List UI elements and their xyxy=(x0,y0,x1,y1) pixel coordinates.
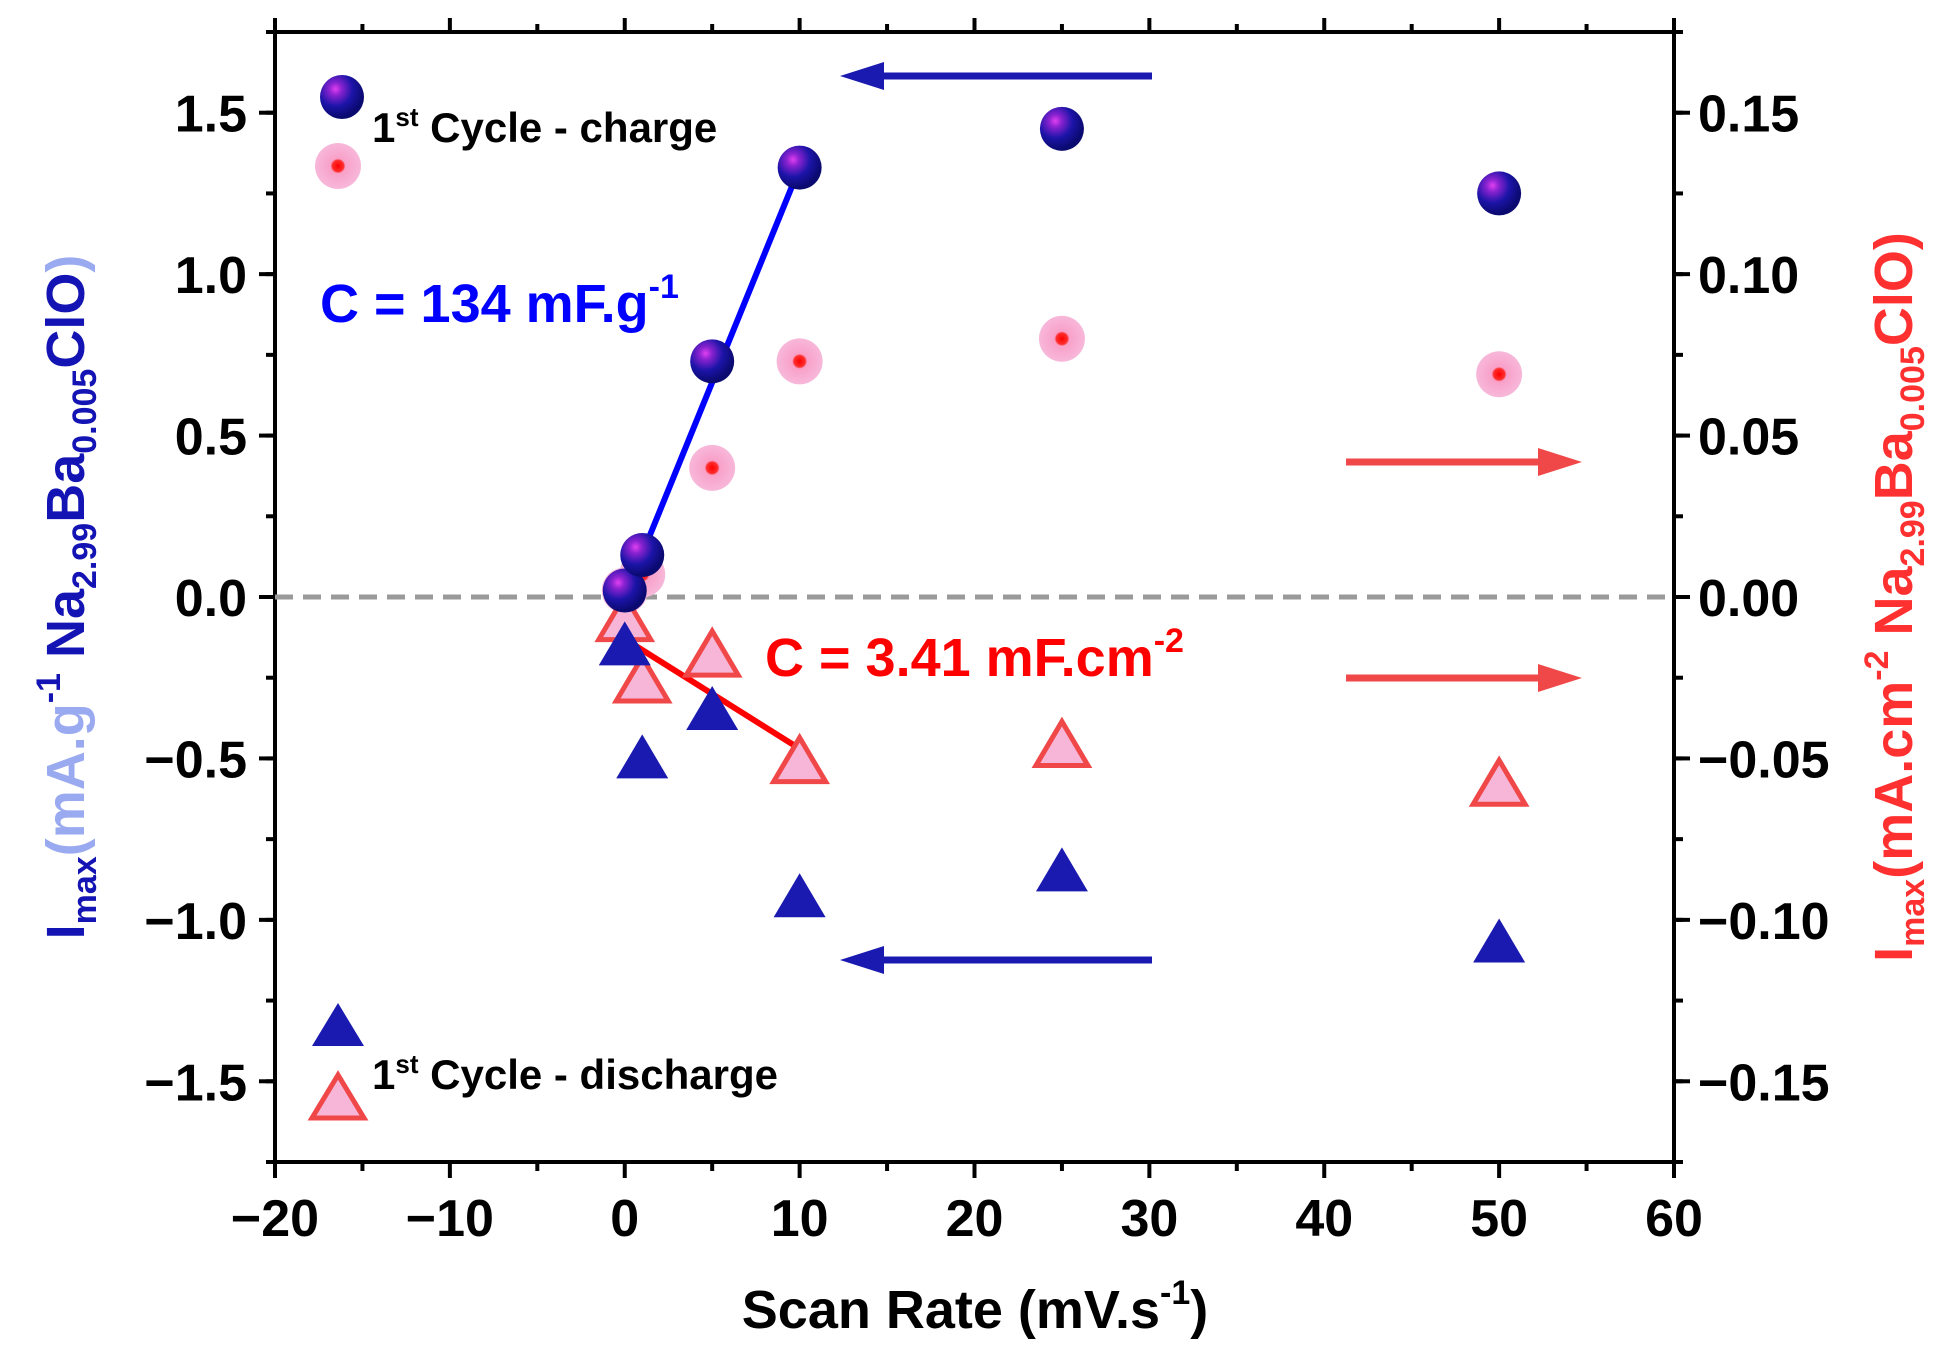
discharge-point-mAcm xyxy=(681,626,743,678)
discharge-point-mAg xyxy=(773,873,826,918)
y-right-tick-label: −0.05 xyxy=(1698,731,1830,789)
direction-arrows xyxy=(840,62,1582,974)
legend-charge-label: 1st Cycle - charge xyxy=(372,102,717,151)
y-right-tick-label: 0.10 xyxy=(1698,247,1799,305)
discharge-point-mAg xyxy=(686,686,739,730)
discharge-point-mAg xyxy=(598,621,651,666)
legend-discharge-open-triangle xyxy=(307,1070,369,1121)
discharge-point-mAg xyxy=(616,734,669,779)
x-tick-label: 50 xyxy=(1470,1190,1528,1248)
x-tick-label: 20 xyxy=(946,1190,1004,1248)
legend-discharge-triangle xyxy=(312,1003,364,1046)
x-axis-title: Scan Rate (mV.s-1) xyxy=(742,1274,1208,1340)
discharge-point-mAcm xyxy=(611,652,673,704)
y-left-tick-label: −1.5 xyxy=(144,1054,247,1112)
y-axis-left-title: Imax(mA.g-1 Na2.99Ba0.005ClO) xyxy=(30,255,104,940)
discharge-point-mAcm xyxy=(769,732,831,785)
charge-point-mAcm xyxy=(689,444,736,491)
arrow-left-head xyxy=(840,62,884,90)
y-left-tick-label: 1.5 xyxy=(175,86,247,144)
y-right-tick-label: −0.10 xyxy=(1698,893,1830,951)
charge-point-mAcm xyxy=(1038,315,1085,362)
x-tick-label: −20 xyxy=(231,1190,319,1248)
y-right-tick-label: 0.00 xyxy=(1698,570,1799,628)
axis-ticks xyxy=(259,18,1690,1178)
y-left-tick-label: 1.0 xyxy=(175,247,247,305)
charge-point-mAg xyxy=(620,533,665,578)
charge-point-mAcm xyxy=(1476,351,1523,398)
y-right-tick-label: 0.05 xyxy=(1698,409,1799,467)
legend-charge-sphere xyxy=(320,75,364,119)
capacitance-blue-label: C = 134 mF.g-1 xyxy=(320,268,679,334)
capacitance-red-label: C = 3.41 mF.cm-2 xyxy=(765,622,1184,688)
arrow-right-head xyxy=(1538,664,1582,692)
x-tick-label: 60 xyxy=(1645,1190,1703,1248)
x-tick-label: 30 xyxy=(1120,1190,1178,1248)
charge-point-mAg xyxy=(1039,106,1084,151)
x-tick-label: 0 xyxy=(610,1190,639,1248)
axis-tick-labels: −20 −10 0 10 20 30 40 50 60 1.5 1.0 0.5 0.0 −0.5 −1.0 −… xyxy=(144,86,1829,1248)
discharge-point-mAcm xyxy=(1031,716,1093,769)
x-tick-label: 40 xyxy=(1295,1190,1353,1248)
x-tick-label: 10 xyxy=(771,1190,829,1248)
legend: 1st Cycle - charge 1st Cycle - discharge xyxy=(307,75,778,1121)
y-left-tick-label: −1.0 xyxy=(144,893,247,951)
charge-point-mAg xyxy=(690,339,735,384)
x-tick-label: −10 xyxy=(406,1190,494,1248)
charge-point-mAg xyxy=(602,568,647,613)
discharge-point-mAg xyxy=(1035,847,1088,892)
legend-charge-pink-dot xyxy=(315,143,361,189)
discharge-point-mAg xyxy=(1473,918,1526,963)
y-left-tick-label: −0.5 xyxy=(144,731,247,789)
charge-point-mAg xyxy=(1477,171,1522,216)
legend-discharge-label: 1st Cycle - discharge xyxy=(372,1049,778,1098)
y-axis-right-title: Imax(mA.cm-2 Na2.99Ba0.005ClO) xyxy=(1858,232,1932,962)
discharge-point-mAcm xyxy=(1468,755,1530,807)
y-left-tick-label: 0.0 xyxy=(175,570,247,628)
arrow-right-head xyxy=(1538,448,1582,476)
arrow-left-head xyxy=(840,946,884,974)
y-right-tick-label: −0.15 xyxy=(1698,1054,1830,1112)
data-marks xyxy=(594,106,1530,963)
charge-point-mAcm xyxy=(776,338,823,385)
charge-point-mAg xyxy=(777,145,822,190)
y-right-tick-label: 0.15 xyxy=(1698,86,1799,144)
y-left-tick-label: 0.5 xyxy=(175,409,247,467)
